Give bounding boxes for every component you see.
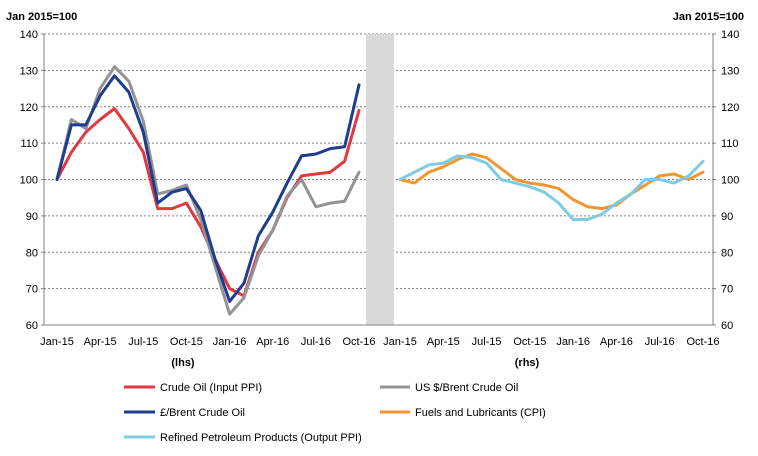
legend-label-us-brent: US $/Brent Crude Oil bbox=[415, 382, 518, 394]
y-tick-label-left: 100 bbox=[20, 175, 38, 187]
legend: Crude Oil (Input PPI) US $/Brent Crude O… bbox=[124, 382, 546, 444]
x-tick-label-lhs: Jul-16 bbox=[301, 336, 331, 348]
y-tick-label-left: 60 bbox=[26, 320, 38, 332]
x-tick-label-lhs: Oct-15 bbox=[170, 336, 203, 348]
y-tick-label-left: 80 bbox=[26, 247, 38, 259]
y-tick-label-left: 70 bbox=[26, 284, 38, 296]
y-tick-label-right: 70 bbox=[721, 284, 733, 296]
y-tick-label-right: 80 bbox=[721, 247, 733, 259]
y-tick-label-left: 90 bbox=[26, 211, 38, 223]
x-tick-label-rhs: Jan-15 bbox=[383, 336, 417, 348]
panel-label-rhs: (rhs) bbox=[515, 357, 540, 369]
axes bbox=[41, 33, 716, 326]
panel-label-lhs: (lhs) bbox=[171, 357, 195, 369]
x-tick-label-lhs: Jan-15 bbox=[40, 336, 74, 348]
left-unit-label: Jan 2015=100 bbox=[6, 11, 77, 23]
y-tick-label-right: 130 bbox=[721, 65, 739, 77]
x-tick-label-rhs: Apr-15 bbox=[427, 336, 460, 348]
y-tick-label-right: 60 bbox=[721, 320, 733, 332]
legend-label-refined-ppi: Refined Petroleum Products (Output PPI) bbox=[160, 432, 362, 444]
x-tick-label-rhs: Oct-15 bbox=[513, 336, 546, 348]
y-tick-label-left: 140 bbox=[20, 29, 38, 41]
y-tick-label-left: 130 bbox=[20, 65, 38, 77]
series-line-refined-petroleum-products-output-ppi bbox=[398, 154, 705, 221]
y-tick-label-left: 120 bbox=[20, 102, 38, 114]
x-tick-label-lhs: Apr-15 bbox=[84, 336, 117, 348]
x-tick-label-rhs: Jan-16 bbox=[556, 336, 590, 348]
x-tick-label-lhs: Apr-16 bbox=[256, 336, 289, 348]
y-tick-label-right: 110 bbox=[721, 138, 739, 150]
panel-separator bbox=[366, 34, 394, 325]
series-lines bbox=[55, 65, 705, 316]
x-tick-label-rhs: Apr-16 bbox=[600, 336, 633, 348]
x-tick-label-rhs: Jul-15 bbox=[472, 336, 502, 348]
legend-label-gbp-brent: £/Brent Crude Oil bbox=[160, 407, 245, 419]
y-tick-label-right: 120 bbox=[721, 102, 739, 114]
x-tick-label-lhs: Jan-16 bbox=[213, 336, 247, 348]
x-tick-label-lhs: Oct-16 bbox=[342, 336, 375, 348]
legend-label-fuels-cpi: Fuels and Lubricants (CPI) bbox=[415, 407, 546, 419]
x-tick-label-lhs: Jul-15 bbox=[128, 336, 158, 348]
legend-label-crude-oil: Crude Oil (Input PPI) bbox=[160, 382, 262, 394]
y-tick-label-right: 90 bbox=[721, 211, 733, 223]
y-tick-label-right: 100 bbox=[721, 175, 739, 187]
x-tick-label-rhs: Oct-16 bbox=[686, 336, 719, 348]
right-unit-label: Jan 2015=100 bbox=[673, 11, 744, 23]
series-line-brent-crude-oil bbox=[55, 74, 361, 303]
y-tick-label-right: 140 bbox=[721, 29, 739, 41]
tick-labels: 60 60 70 70 80 80 90 90 100 100 110 110 120 120 130 130… bbox=[20, 29, 740, 348]
series-line-us-brent-crude-oil bbox=[55, 65, 361, 316]
x-tick-label-rhs: Jul-16 bbox=[645, 336, 675, 348]
y-tick-label-left: 110 bbox=[20, 138, 38, 150]
